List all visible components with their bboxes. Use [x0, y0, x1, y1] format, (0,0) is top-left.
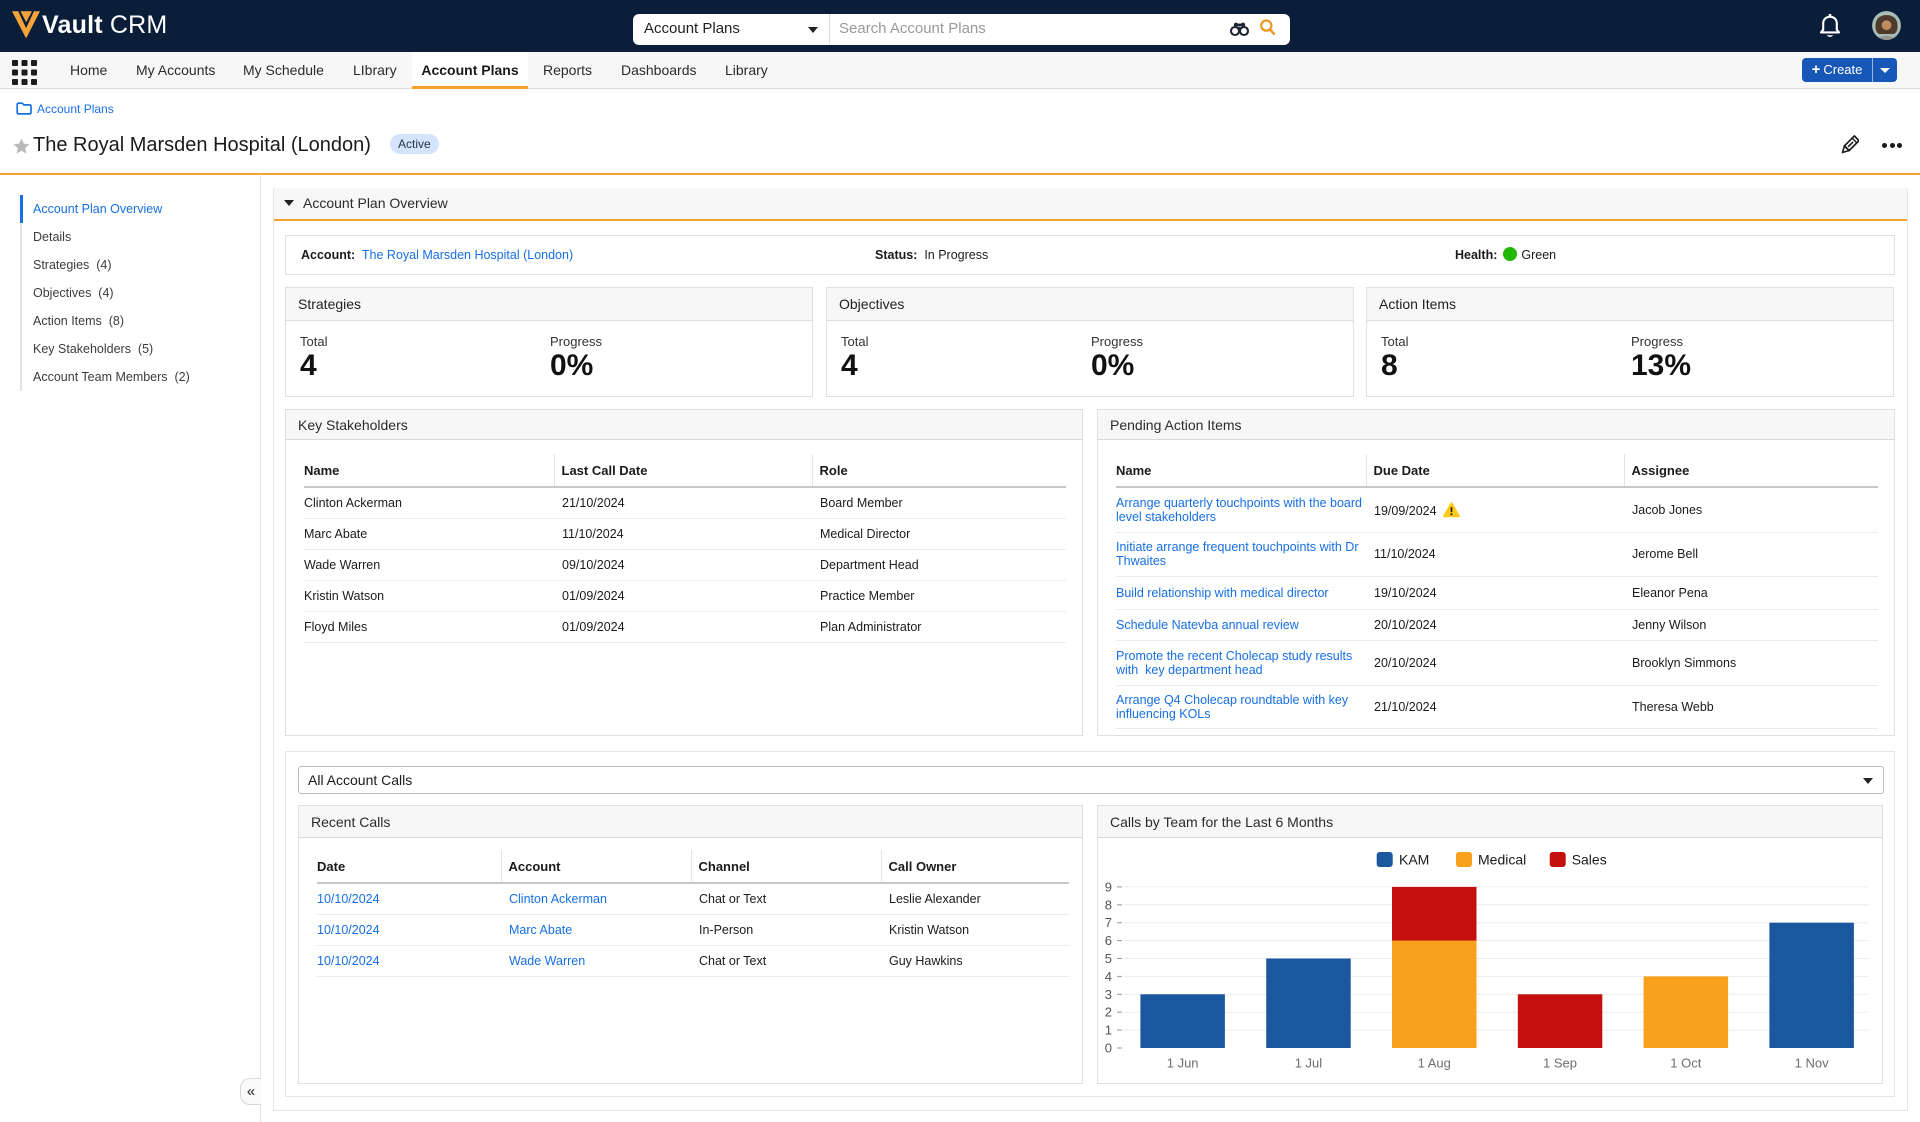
svg-text:2: 2 [1105, 1005, 1112, 1020]
svg-text:3: 3 [1105, 987, 1112, 1002]
svg-text:0: 0 [1105, 1041, 1112, 1056]
svg-text:1 Oct: 1 Oct [1670, 1056, 1701, 1071]
svg-text:5: 5 [1105, 951, 1112, 966]
svg-text:KAM: KAM [1399, 852, 1429, 868]
svg-text:8: 8 [1105, 897, 1112, 912]
svg-text:1 Jul: 1 Jul [1295, 1056, 1323, 1071]
svg-text:1 Sep: 1 Sep [1543, 1056, 1577, 1071]
svg-text:1 Nov: 1 Nov [1795, 1056, 1829, 1071]
svg-text:1 Jun: 1 Jun [1167, 1056, 1199, 1071]
svg-text:Medical: Medical [1478, 852, 1526, 868]
svg-text:1 Aug: 1 Aug [1418, 1056, 1451, 1071]
svg-text:7: 7 [1105, 915, 1112, 930]
svg-text:6: 6 [1105, 933, 1112, 948]
svg-text:1: 1 [1105, 1023, 1112, 1038]
svg-text:Sales: Sales [1572, 852, 1607, 868]
svg-text:4: 4 [1105, 969, 1112, 984]
svg-text:9: 9 [1105, 879, 1112, 894]
